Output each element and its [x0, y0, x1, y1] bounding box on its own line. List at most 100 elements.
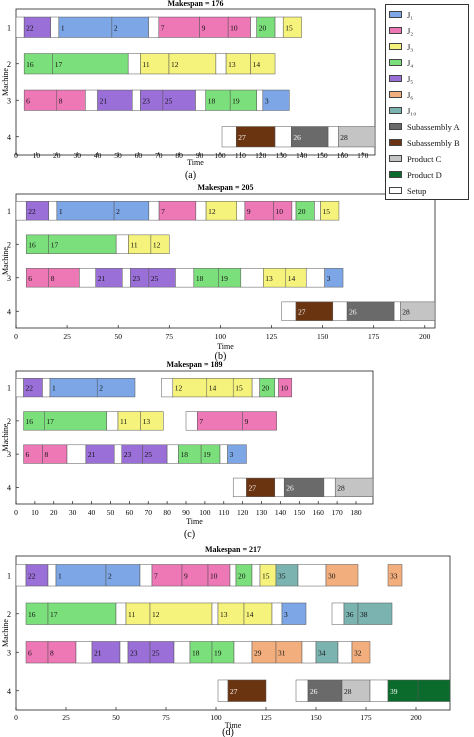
task-label: 11 [128, 610, 135, 619]
x-tick-label: 170 [331, 508, 343, 517]
x-tick-label: 125 [260, 713, 272, 722]
x-tick-label: 40 [88, 508, 96, 517]
legend-swatch [389, 75, 402, 82]
figure-caption: (d) [222, 727, 234, 737]
x-tick-label: 50 [112, 713, 120, 722]
task-bar [52, 53, 129, 75]
setup-bar [119, 641, 129, 664]
legend-swatch [389, 155, 402, 162]
legend-item: Subassembly A [389, 121, 460, 132]
task-label: 22 [28, 207, 36, 216]
x-tick-label: 120 [255, 151, 267, 160]
task-bar [150, 234, 170, 254]
setup-bar [291, 201, 297, 221]
task-label: 25 [145, 450, 153, 459]
setup-bar [251, 564, 261, 587]
x-tick-label: 75 [166, 332, 174, 341]
task-label: 16 [26, 417, 34, 426]
x-tick-label: 150 [294, 508, 306, 517]
task-bar [278, 378, 293, 398]
legend-label: Subassembly B [407, 137, 460, 148]
task-label: 10 [276, 207, 284, 216]
x-tick-label: 180 [350, 508, 362, 517]
task-label: 7 [154, 571, 158, 580]
setup-bar [274, 378, 279, 398]
task-label: 14 [253, 60, 261, 69]
task-label: 16 [28, 240, 36, 249]
task-label: 7 [161, 207, 165, 216]
x-tick-label: 0 [14, 151, 18, 160]
machine-tick-label: 3 [7, 648, 11, 657]
chart-title: Makespan = 217 [205, 545, 261, 554]
setup-bar [271, 602, 283, 625]
task-label: 2 [114, 23, 118, 32]
task-label: 22 [28, 571, 36, 580]
task-label: 38 [360, 610, 368, 619]
task-label: 19 [220, 274, 228, 283]
legend-swatch [389, 107, 402, 114]
x-axis-label: Time [186, 517, 203, 526]
x-tick-label: 90 [196, 151, 204, 160]
task-label: 20 [298, 207, 306, 216]
setup-bar [232, 477, 247, 497]
task-bar [58, 16, 113, 38]
task-label: 8 [59, 96, 63, 105]
task-label: 29 [254, 648, 262, 657]
setup-bar [323, 477, 336, 497]
task-bar [56, 201, 115, 221]
setup-bar [250, 16, 257, 38]
x-tick-label: 100 [210, 713, 222, 722]
task-label: 33 [390, 571, 398, 580]
x-tick-label: 0 [14, 713, 18, 722]
task-label: 26 [349, 307, 357, 316]
task-label: 28 [340, 133, 348, 142]
setup-bar [127, 53, 141, 75]
x-tick-label: 110 [218, 508, 229, 517]
setup-bar [15, 16, 25, 38]
legend-item: J₁ [389, 9, 413, 20]
setup-bar [139, 564, 153, 587]
task-bar [55, 564, 107, 587]
setup-bar [85, 89, 98, 111]
task-label: 18 [180, 450, 188, 459]
legend-swatch [389, 123, 402, 130]
chart-title: Makespan = 205 [197, 183, 253, 192]
x-tick-label: 75 [162, 713, 170, 722]
x-tick-label: 70 [144, 508, 152, 517]
task-label: 15 [235, 384, 243, 393]
x-tick-label: 50 [107, 508, 115, 517]
task-bar [96, 378, 136, 398]
machine-tick-label: 4 [7, 687, 11, 696]
task-label: 26 [310, 687, 318, 696]
x-tick-label: 10 [31, 508, 39, 517]
y-axis-label: Machine [1, 68, 10, 96]
task-label: 28 [402, 307, 410, 316]
setup-bar [122, 268, 131, 288]
legend-label: Product D [407, 169, 442, 180]
legend-item: J₅ [389, 73, 413, 84]
task-bar [242, 411, 277, 431]
legend-label: J₁₀ [407, 105, 417, 116]
task-label: 19 [214, 648, 222, 657]
task-label: 3 [327, 274, 331, 283]
setup-bar [274, 126, 292, 148]
x-tick-label: 140 [275, 508, 287, 517]
x-tick-label: 140 [296, 151, 308, 160]
task-label: 16 [26, 60, 34, 69]
task-bar [334, 477, 374, 497]
setup-bar [219, 444, 228, 464]
legend-label: Setup [407, 185, 427, 196]
x-tick-label: 200 [419, 332, 431, 341]
x-tick-label: 0 [14, 332, 18, 341]
x-tick-label: 170 [357, 151, 369, 160]
task-label: 12 [152, 610, 160, 619]
task-label: 2 [108, 571, 112, 580]
legend-label: J₅ [407, 73, 414, 84]
task-label: 21 [88, 450, 96, 459]
task-label: 23 [124, 450, 132, 459]
setup-bar [327, 126, 339, 148]
legend-swatch [389, 59, 402, 66]
machine-tick-label: 2 [7, 240, 11, 249]
task-label: 11 [142, 60, 149, 69]
